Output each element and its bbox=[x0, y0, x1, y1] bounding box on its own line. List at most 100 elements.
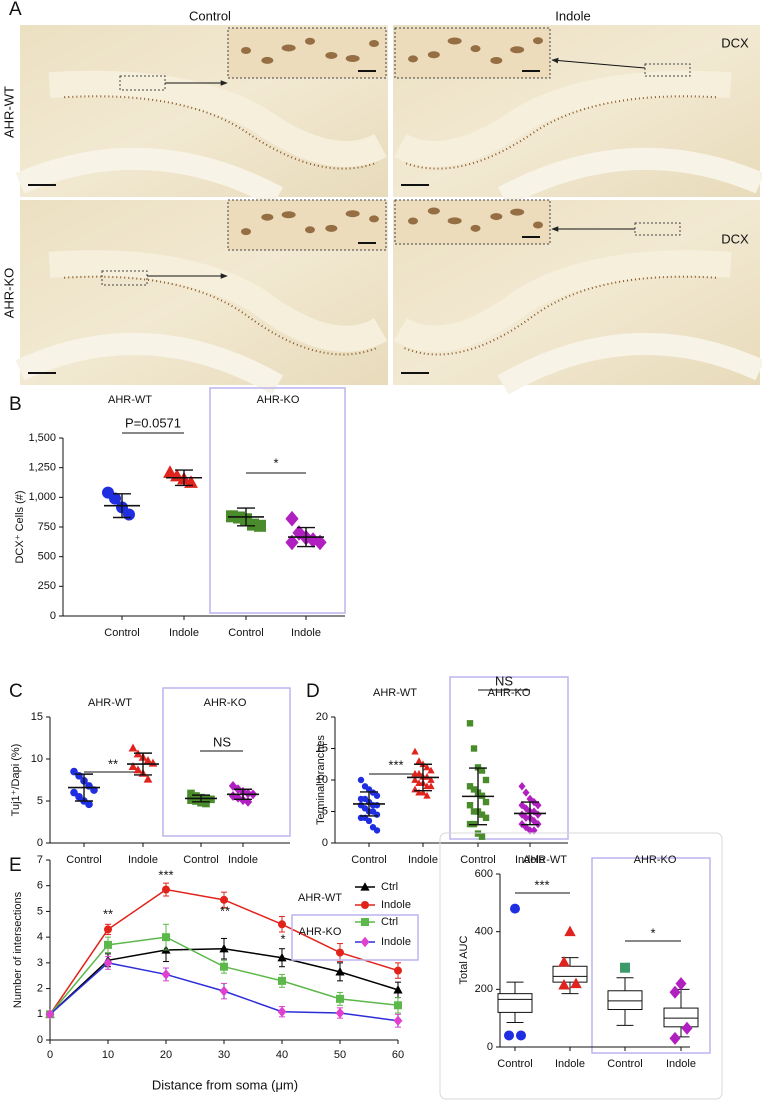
neuron bbox=[369, 215, 379, 223]
data-point bbox=[482, 776, 490, 784]
data-point bbox=[207, 795, 215, 804]
legend-marker bbox=[361, 918, 369, 926]
neuron bbox=[427, 207, 440, 215]
x-tick-label: Indole bbox=[515, 854, 545, 866]
data-point bbox=[394, 966, 402, 975]
outlier bbox=[681, 1021, 693, 1035]
data-point bbox=[161, 969, 171, 980]
annotation: P=0.0571 bbox=[125, 415, 181, 430]
neuron bbox=[305, 37, 315, 45]
legend-marker bbox=[361, 901, 369, 909]
data-point bbox=[192, 792, 200, 800]
box bbox=[497, 993, 533, 1013]
y-tick-label: 2 bbox=[37, 982, 43, 994]
data-point bbox=[70, 788, 78, 797]
x-tick-label: Control bbox=[228, 627, 263, 639]
data-point bbox=[336, 994, 344, 1003]
x-axis-label: Distance from soma (μm) bbox=[152, 1077, 298, 1092]
y-axis-label: DCX⁺ Cells (#) bbox=[14, 490, 26, 563]
x-tick-label: Indole bbox=[666, 1058, 696, 1070]
data-point bbox=[522, 788, 530, 797]
row-label: AHR-KO bbox=[1, 268, 16, 319]
panel-letter: B bbox=[9, 394, 22, 415]
x-tick-label: 10 bbox=[102, 1049, 114, 1061]
data-point bbox=[219, 985, 229, 997]
data-point bbox=[109, 492, 121, 505]
y-tick-label: 10 bbox=[316, 774, 328, 786]
x-tick-label: 60 bbox=[392, 1049, 404, 1061]
neuron bbox=[281, 211, 296, 219]
y-tick-label: 15 bbox=[316, 742, 328, 754]
outlier bbox=[558, 955, 570, 967]
group-label: AHR-WT bbox=[88, 697, 132, 709]
data-point bbox=[133, 765, 143, 774]
arrow bbox=[551, 57, 646, 69]
data-point bbox=[123, 508, 135, 521]
data-point bbox=[427, 766, 435, 774]
y-tick-label: 200 bbox=[475, 983, 493, 995]
data-point bbox=[220, 962, 228, 971]
data-point bbox=[278, 976, 286, 985]
x-tick-label: 50 bbox=[334, 1049, 346, 1061]
neuron bbox=[470, 45, 481, 53]
legend-marker bbox=[360, 882, 370, 891]
y-tick-label: 0 bbox=[322, 837, 328, 849]
data-point bbox=[474, 830, 482, 837]
data-point bbox=[254, 519, 266, 532]
y-tick-label: 1,000 bbox=[28, 491, 56, 503]
annotation: NS bbox=[213, 734, 231, 749]
x-tick-label: Control bbox=[351, 854, 386, 866]
group-box bbox=[209, 387, 346, 614]
annotation: * bbox=[273, 455, 278, 470]
x-tick-label: Control bbox=[183, 854, 218, 866]
white-matter bbox=[15, 147, 283, 207]
y-tick-label: 0 bbox=[37, 837, 43, 849]
data-point bbox=[278, 920, 286, 929]
data-point bbox=[128, 743, 138, 752]
data-point bbox=[522, 813, 530, 822]
annotation: *** bbox=[534, 877, 549, 892]
data-point bbox=[285, 510, 299, 527]
neuron bbox=[325, 51, 338, 59]
white-matter bbox=[15, 332, 284, 395]
annotation: * bbox=[280, 931, 285, 946]
data-point bbox=[411, 776, 419, 783]
neuron bbox=[281, 44, 296, 52]
data-point bbox=[45, 1009, 55, 1020]
data-point bbox=[530, 826, 538, 835]
data-point bbox=[466, 783, 474, 790]
row-label: AHR-WT bbox=[1, 86, 16, 138]
annotation: * bbox=[650, 925, 655, 940]
y-tick-label: 1,250 bbox=[28, 462, 56, 474]
data-point bbox=[423, 791, 431, 799]
legend-label: Ctrl bbox=[381, 881, 398, 893]
white-matter bbox=[497, 332, 762, 395]
group-label: AHR-KO bbox=[204, 697, 247, 709]
neuron bbox=[408, 217, 418, 225]
outlier bbox=[516, 1030, 526, 1041]
outlier bbox=[669, 1031, 681, 1045]
legend-box bbox=[291, 914, 419, 961]
x-tick-label: Indole bbox=[169, 627, 199, 639]
y-axis-label: Terminal branches bbox=[315, 735, 327, 825]
data-point bbox=[104, 925, 112, 934]
group-box bbox=[591, 857, 711, 1054]
data-point bbox=[373, 827, 381, 834]
data-point bbox=[162, 885, 170, 894]
x-tick-label: Control bbox=[607, 1058, 642, 1070]
column-label: Control bbox=[189, 8, 231, 23]
data-point bbox=[163, 465, 177, 478]
outlier bbox=[504, 1030, 514, 1041]
inset bbox=[227, 199, 387, 251]
data-point bbox=[104, 940, 112, 949]
granule-layer bbox=[393, 250, 732, 352]
group-label: AHR-WT bbox=[523, 854, 567, 866]
x-tick-label: 20 bbox=[160, 1049, 172, 1061]
neuron bbox=[241, 228, 251, 236]
data-point bbox=[277, 952, 287, 962]
panel-letter: E bbox=[9, 855, 22, 876]
x-tick-label: Indole bbox=[128, 854, 158, 866]
roi-box bbox=[644, 63, 691, 77]
dcx-cells bbox=[64, 95, 378, 170]
panel-letter: C bbox=[9, 681, 23, 702]
